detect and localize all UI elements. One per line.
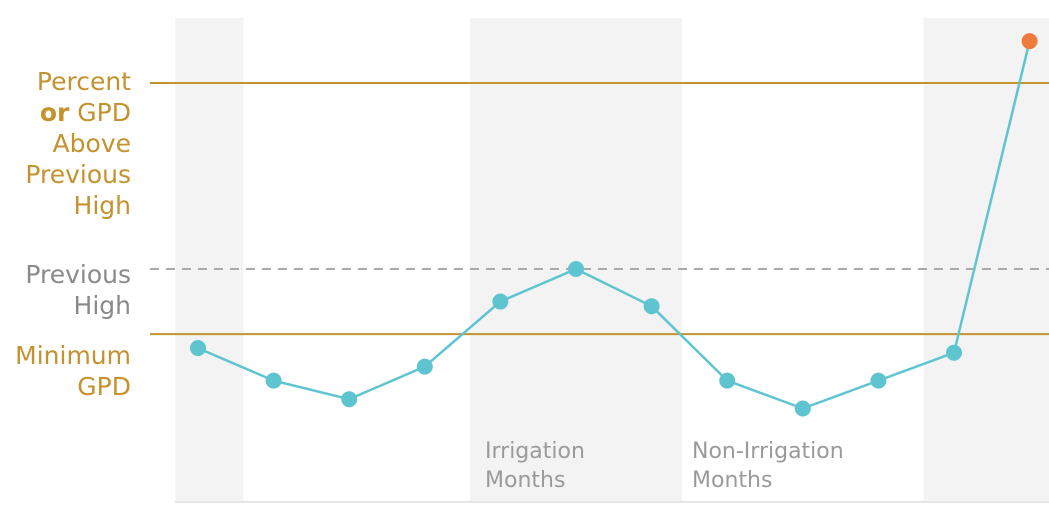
data-point-4 [492,293,509,310]
data-point-3 [416,358,433,375]
label-above-gpd: GPD [77,98,131,127]
data-point-0 [190,340,206,357]
shade-band-0 [175,18,244,502]
band-label-non-irrigation-line-1: Non-Irrigation [692,439,844,464]
data-point-8 [794,400,811,417]
band-label-non-irrigation: Non-Irrigation Months [692,437,844,495]
data-point-9 [870,372,887,389]
label-previous-line-1: Previous [25,260,131,289]
data-point-7 [719,372,736,389]
band-label-irrigation-line-2: Months [485,468,566,493]
label-previous-line-2: High [73,291,131,320]
band-label-non-irrigation-line-2: Months [692,468,773,493]
series-line [197,40,1031,410]
shade-band-1 [470,18,682,502]
label-minimum-line-1: Minimum [15,341,131,370]
data-point-10 [946,344,962,361]
label-above-line-4: Previous [25,160,131,189]
label-minimum-line-2: GPD [77,372,131,401]
data-point-spike [1021,33,1038,50]
data-point-6 [643,298,660,315]
band-label-irrigation: Irrigation Months [485,437,585,495]
data-point-5 [568,261,584,277]
label-above-line-5: High [73,191,131,220]
label-above-bold: or [39,98,70,127]
label-above-line-1: Percent [36,67,131,96]
label-minimum-gpd: Minimum GPD [15,340,131,402]
shade-band-2 [923,18,1049,502]
label-above-previous-high: Percent or GPD Above Previous High [25,66,131,221]
label-above-line-3: Above [52,129,131,158]
label-previous-high: Previous High [25,259,131,321]
label-above-line-2: or GPD [25,97,131,128]
data-point-2 [341,391,358,408]
data-point-1 [265,372,282,389]
band-label-irrigation-line-1: Irrigation [485,439,585,464]
